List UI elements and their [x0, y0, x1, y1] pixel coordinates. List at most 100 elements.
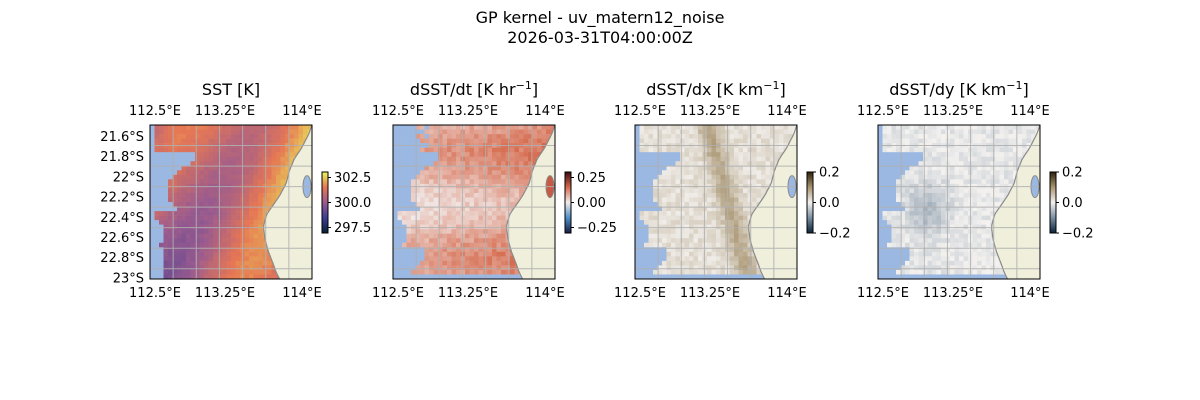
- heatmap-cell: [896, 170, 901, 176]
- heatmap-cell: [693, 197, 699, 203]
- heatmap-cell: [909, 269, 915, 275]
- heatmap-cell: [523, 174, 529, 180]
- heatmap-cell: [411, 242, 416, 248]
- heatmap-cell: [501, 206, 506, 212]
- heatmap-cell: [653, 156, 658, 162]
- heatmap-cell: [501, 238, 506, 244]
- heatmap-cell: [689, 138, 694, 144]
- heatmap-cell: [698, 242, 703, 248]
- heatmap-cell: [932, 247, 937, 253]
- heatmap-cell: [150, 170, 155, 176]
- heatmap-cell: [397, 269, 403, 275]
- heatmap-cell: [995, 206, 1000, 212]
- heatmap-cell: [163, 188, 169, 194]
- heatmap-cell: [999, 165, 1005, 171]
- heatmap-cell: [990, 161, 996, 167]
- heatmap-cell: [154, 202, 160, 207]
- heatmap-cell: [267, 188, 272, 194]
- heatmap-cell: [716, 202, 721, 207]
- heatmap-cell: [492, 265, 497, 271]
- heatmap-cell: [451, 125, 457, 130]
- heatmap-cell: [756, 197, 762, 203]
- heatmap-cell: [711, 165, 717, 171]
- heatmap-cell: [734, 220, 739, 225]
- heatmap-cell: [752, 269, 757, 275]
- heatmap-cell: [738, 256, 744, 262]
- heatmap-cell: [752, 174, 757, 180]
- heatmap-cell: [415, 129, 421, 135]
- heatmap-cell: [698, 260, 703, 266]
- heatmap-cell: [675, 265, 681, 271]
- heatmap-cell: [635, 170, 640, 176]
- heatmap-cell: [963, 215, 969, 221]
- heatmap-cell: [397, 152, 403, 158]
- heatmap-cell: [972, 197, 978, 203]
- heatmap-cell: [402, 125, 407, 130]
- heatmap-cell: [474, 152, 479, 158]
- heatmap-cell: [424, 134, 430, 139]
- heatmap-cell: [172, 238, 178, 244]
- heatmap-cell: [950, 265, 955, 271]
- heatmap-cell: [406, 202, 412, 207]
- heatmap-cell: [415, 197, 421, 203]
- heatmap-cell: [927, 125, 933, 130]
- heatmap-cell: [406, 174, 412, 180]
- heatmap-cell: [648, 229, 654, 235]
- heatmap-cell: [752, 161, 757, 167]
- heatmap-cell: [986, 238, 991, 244]
- heatmap-cell: [429, 125, 434, 130]
- heatmap-cell: [653, 215, 658, 221]
- heatmap-cell: [456, 170, 461, 176]
- heatmap-cell: [720, 220, 726, 225]
- y-tick-label: 22.6°S: [100, 231, 144, 246]
- heatmap-cell: [276, 125, 281, 130]
- heatmap-cell: [226, 233, 232, 239]
- heatmap-cell: [244, 165, 250, 171]
- heatmap-cell: [716, 161, 721, 167]
- heatmap-cell: [172, 174, 178, 180]
- heatmap-cell: [406, 125, 412, 130]
- heatmap-cell: [878, 220, 883, 225]
- heatmap-cell: [150, 251, 155, 257]
- heatmap-cell: [887, 188, 892, 194]
- heatmap-cell: [918, 138, 924, 144]
- heatmap-cell: [648, 152, 654, 158]
- heatmap-cell: [159, 256, 164, 262]
- heatmap-cell: [941, 188, 946, 194]
- heatmap-cell: [729, 134, 735, 139]
- heatmap-cell: [977, 211, 982, 216]
- heatmap-cell: [941, 260, 946, 266]
- heatmap-cell: [693, 260, 699, 266]
- heatmap-cell: [496, 238, 502, 244]
- heatmap-cell: [891, 265, 897, 271]
- heatmap-cell: [891, 161, 897, 167]
- heatmap-cell: [420, 265, 425, 271]
- heatmap-cell: [469, 265, 475, 271]
- heatmap-cell: [986, 179, 991, 185]
- heatmap-cell: [707, 165, 712, 171]
- heatmap-cell: [707, 247, 712, 253]
- coastline: [506, 124, 556, 280]
- heatmap-cell: [900, 188, 906, 194]
- heatmap-cell: [990, 165, 996, 171]
- heatmap-cell: [878, 129, 883, 135]
- heatmap-cell: [896, 247, 901, 253]
- heatmap-cell: [734, 156, 739, 162]
- heatmap-cell: [159, 224, 164, 230]
- heatmap-cell: [433, 138, 439, 144]
- heatmap-cell: [1008, 165, 1014, 171]
- heatmap-cell: [887, 147, 892, 153]
- heatmap-cell: [258, 202, 263, 207]
- heatmap-cell: [666, 179, 672, 185]
- heatmap-cell: [734, 211, 739, 216]
- panel-1: SST [K]112.5°E112.5°E113.25°E113.25°E114…: [100, 80, 371, 301]
- heatmap-cell: [689, 147, 694, 153]
- heatmap-cell: [420, 188, 425, 194]
- colorbar-tick-label: 0.2: [819, 166, 840, 181]
- heatmap-cell: [195, 260, 200, 266]
- heatmap-cell: [271, 170, 277, 176]
- heatmap-cell: [729, 242, 735, 248]
- heatmap-cell: [231, 147, 236, 153]
- heatmap-cell: [684, 269, 690, 275]
- heatmap-cell: [150, 247, 155, 253]
